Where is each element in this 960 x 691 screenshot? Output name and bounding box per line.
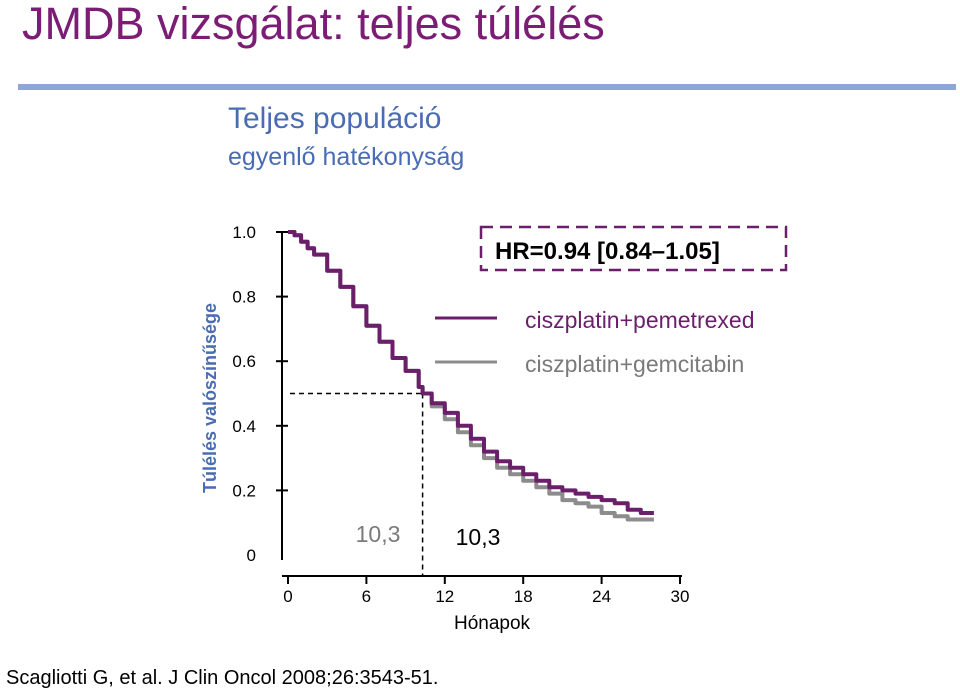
- x-tick-label: 6: [362, 587, 371, 606]
- y-tick-label: 0.2: [232, 481, 256, 500]
- x-tick-label: 30: [671, 587, 690, 606]
- x-tick-label: 0: [283, 587, 292, 606]
- median-label-1: 10,3: [356, 521, 401, 547]
- y-tick-label: 1.0: [232, 223, 256, 242]
- y-tick-label: 0.4: [232, 417, 256, 436]
- y-tick-label: 0: [247, 546, 256, 565]
- legend-label-gemcitabin: ciszplatin+gemcitabin: [525, 351, 744, 377]
- legend-label-pemetrexed: ciszplatin+pemetrexed: [525, 307, 754, 333]
- x-tick-label: 18: [514, 587, 533, 606]
- subtitle-secondary: egyenlő hatékonyság: [228, 143, 465, 171]
- slide-title: JMDB vizsgálat: teljes túlélés: [22, 0, 605, 49]
- hr-text: HR=0.94 [0.84–1.05]: [495, 238, 720, 265]
- y-tick-label: 0.8: [232, 288, 256, 307]
- hr-box: [479, 225, 788, 272]
- subtitle: Teljes populáció: [228, 102, 442, 135]
- y-tick-label: 0.6: [232, 352, 256, 371]
- median-label-2: 10,3: [456, 524, 501, 550]
- x-axis-label: Hónapok: [454, 613, 531, 634]
- x-tick-label: 12: [435, 587, 454, 606]
- x-tick-label: 24: [592, 587, 611, 606]
- series-line-pemetrexed: [288, 230, 654, 515]
- citation: Scagliotti G, et al. J Clin Oncol 2008;2…: [6, 667, 439, 689]
- y-axis-label: Túlélés valószínűsége: [200, 303, 220, 493]
- title-divider: [18, 84, 956, 90]
